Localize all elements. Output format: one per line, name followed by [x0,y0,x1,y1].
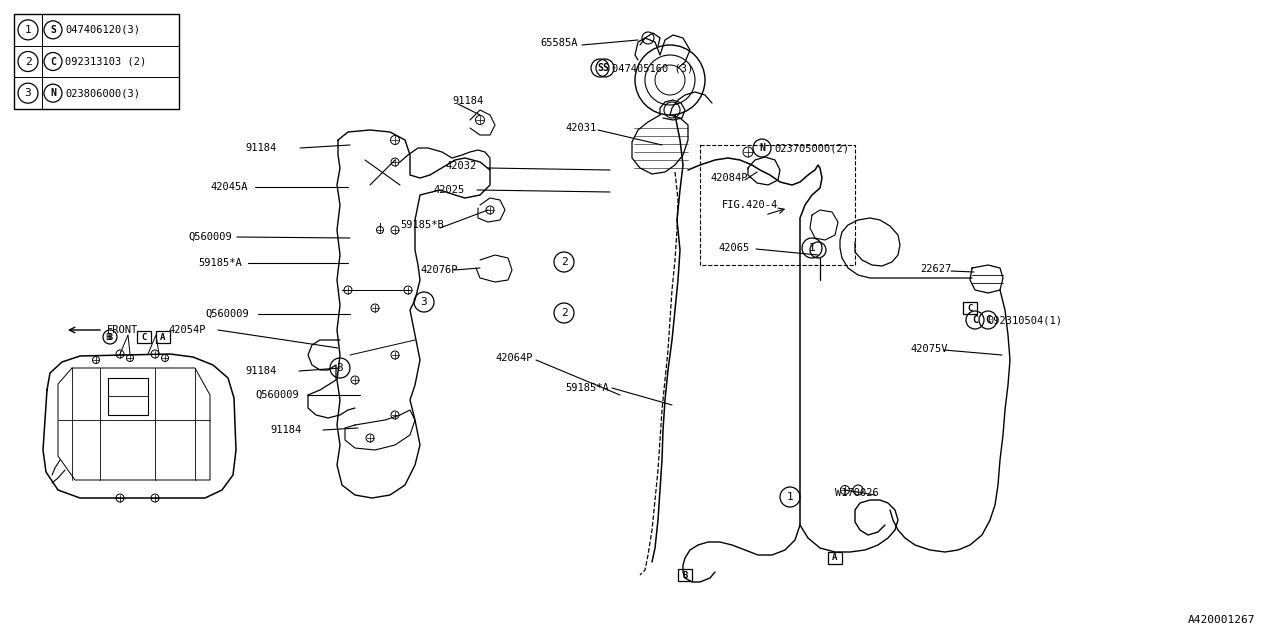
Bar [700,145,855,265]
Text: 22627: 22627 [920,264,951,274]
Text: C: C [968,303,973,312]
Text: S: S [602,63,608,73]
Text: 023806000(3): 023806000(3) [65,88,140,98]
Text: 3: 3 [421,297,428,307]
Text: C: C [972,315,978,325]
Text: 42045A: 42045A [210,182,247,192]
Text: 91184: 91184 [270,425,301,435]
Text: 092310504(1): 092310504(1) [987,315,1062,325]
Bar [14,14,179,109]
Text: 3: 3 [24,88,32,98]
Text: 3: 3 [337,363,343,373]
Text: FIG.420-4: FIG.420-4 [722,200,778,210]
Text: C: C [986,315,991,325]
Bar [678,569,692,581]
Text: B: B [105,333,110,342]
Text: 1: 1 [787,492,794,502]
Text: S: S [50,25,56,35]
Text: 42025: 42025 [433,185,465,195]
Text: 092313103 (2): 092313103 (2) [65,56,146,67]
Text: 91184: 91184 [244,366,276,376]
Text: A420001267: A420001267 [1188,615,1254,625]
Text: Q560009: Q560009 [205,309,248,319]
Text: S: S [596,63,603,73]
Text: 42064P: 42064P [495,353,532,363]
Text: B: B [108,333,113,342]
Text: 42054P: 42054P [168,325,206,335]
Text: 023705000(2): 023705000(2) [774,143,849,153]
Text: C: C [50,56,56,67]
Text: FRONT: FRONT [108,325,138,335]
Text: 65585A: 65585A [540,38,577,48]
Text: 42031: 42031 [564,123,596,133]
Text: 1: 1 [809,243,815,253]
Text: 59185*B: 59185*B [401,220,444,230]
Bar [137,331,151,343]
Text: 047405160 (3): 047405160 (3) [612,63,694,73]
Bar [156,331,170,343]
Text: Q560009: Q560009 [188,232,232,242]
Text: 91184: 91184 [244,143,276,153]
Text: 42065: 42065 [718,243,749,253]
Text: 047406120(3): 047406120(3) [65,25,140,35]
Text: 42075V: 42075V [910,344,947,354]
Text: N: N [759,143,765,153]
Bar [963,302,977,314]
Text: N: N [50,88,56,98]
Text: 59185*A: 59185*A [564,383,609,393]
Bar [828,552,842,564]
Text: 42084P: 42084P [710,173,748,183]
Text: Q560009: Q560009 [255,390,298,400]
Text: 91184: 91184 [452,96,484,106]
Text: 2: 2 [24,56,32,67]
Text: 2: 2 [561,257,567,267]
Text: 42076P: 42076P [420,265,457,275]
Text: 42032: 42032 [445,161,476,171]
Text: A: A [832,554,837,563]
Text: 1: 1 [24,25,32,35]
Text: B: B [682,570,687,579]
Text: W170026: W170026 [835,488,879,498]
Text: C: C [141,333,147,342]
Text: 59185*A: 59185*A [198,258,242,268]
Text: A: A [160,333,165,342]
Text: 2: 2 [561,308,567,318]
